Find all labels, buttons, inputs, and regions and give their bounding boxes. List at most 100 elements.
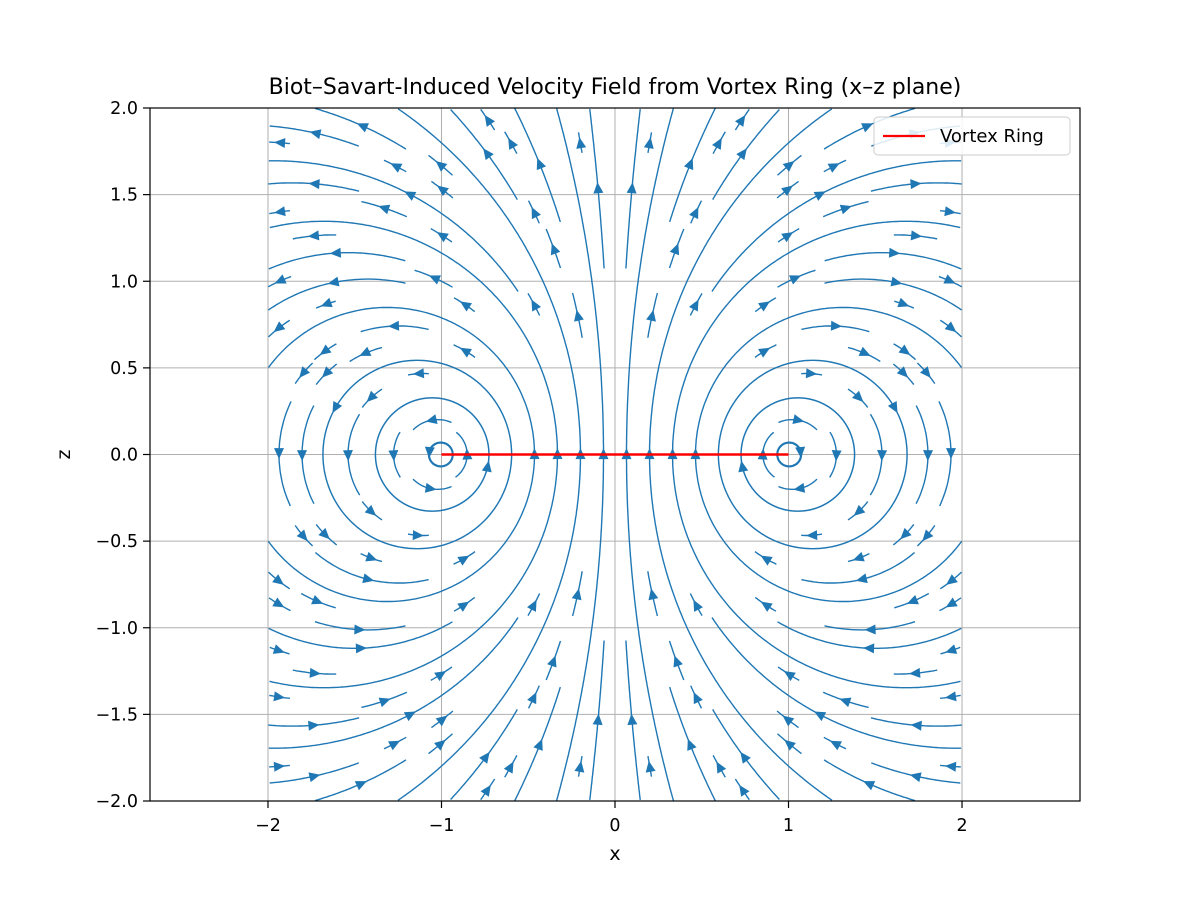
streamline bbox=[268, 617, 519, 749]
stream-arrow bbox=[693, 599, 703, 612]
y-tick-label: −1.5 bbox=[96, 705, 139, 725]
stream-arrow bbox=[356, 123, 369, 133]
stream-arrow bbox=[536, 158, 547, 171]
stream-arrow bbox=[479, 751, 490, 764]
stream-arrow bbox=[308, 772, 321, 783]
stream-arrow bbox=[308, 720, 320, 731]
stream-arrow bbox=[896, 366, 909, 378]
stream-arrow bbox=[788, 275, 802, 285]
y-axis-label: z bbox=[53, 449, 75, 459]
stream-arrow bbox=[299, 366, 311, 378]
streamline bbox=[711, 617, 962, 749]
stream-arrow bbox=[503, 761, 514, 774]
stream-arrow bbox=[531, 299, 542, 312]
stream-arrow bbox=[481, 460, 492, 473]
stream-arrow bbox=[781, 232, 794, 243]
stream-arrow bbox=[945, 597, 958, 608]
stream-arrow bbox=[354, 781, 367, 791]
streamline bbox=[711, 160, 962, 292]
stream-arrow bbox=[321, 366, 334, 378]
x-tick-label: −2 bbox=[255, 816, 281, 836]
stream-arrow bbox=[435, 160, 448, 172]
stream-arrow bbox=[760, 555, 773, 566]
stream-arrow bbox=[272, 574, 284, 585]
stream-arrow bbox=[437, 185, 449, 197]
stream-arrow bbox=[910, 179, 922, 190]
legend: Vortex Ring bbox=[873, 116, 1071, 156]
stream-arrow bbox=[890, 276, 903, 287]
stream-arrow bbox=[424, 482, 437, 493]
stream-arrow bbox=[378, 697, 391, 708]
x-tick-label: 0 bbox=[609, 816, 620, 836]
stream-arrow bbox=[897, 297, 910, 308]
stream-arrow bbox=[739, 784, 750, 797]
stream-arrow bbox=[403, 711, 416, 722]
stream-arrow bbox=[533, 738, 543, 751]
stream-arrow bbox=[354, 624, 366, 635]
stream-arrow bbox=[531, 206, 541, 220]
stream-arrow bbox=[945, 448, 956, 460]
y-axis-ticks: 2.0 1.5 1.0 0.5 0.0 −0.5 −1.0 −1.5 −2.0 bbox=[96, 99, 150, 812]
streamline bbox=[777, 621, 962, 649]
stream-arrow bbox=[364, 504, 377, 516]
stream-arrow bbox=[527, 599, 537, 612]
stream-arrow bbox=[435, 715, 448, 727]
stream-arrow bbox=[910, 230, 923, 241]
stream-arrow bbox=[274, 206, 286, 217]
stream-arrow bbox=[877, 450, 888, 462]
stream-arrow bbox=[424, 446, 435, 458]
stream-arrow bbox=[781, 185, 793, 197]
stream-arrow bbox=[793, 482, 806, 493]
stream-arrow bbox=[806, 530, 818, 541]
stream-arrow bbox=[758, 347, 771, 358]
stream-arrow bbox=[428, 275, 442, 285]
stream-arrow bbox=[342, 450, 353, 462]
stream-arrow bbox=[574, 309, 584, 322]
streamline bbox=[268, 621, 453, 649]
stream-arrow bbox=[814, 711, 827, 722]
stream-arrow bbox=[683, 158, 694, 171]
stream-arrow bbox=[362, 573, 375, 584]
stream-arrow bbox=[898, 344, 911, 356]
stream-arrow bbox=[527, 692, 537, 705]
stream-arrow bbox=[274, 274, 287, 284]
stream-arrow bbox=[592, 713, 603, 726]
stream-arrow bbox=[900, 527, 912, 540]
stream-arrow bbox=[689, 206, 699, 220]
stream-arrow bbox=[484, 114, 495, 127]
stream-arrow bbox=[460, 301, 472, 312]
stream-arrow bbox=[910, 720, 922, 731]
stream-arrow bbox=[329, 247, 342, 258]
stream-arrow bbox=[272, 644, 285, 654]
stream-arrow bbox=[309, 667, 321, 678]
stream-arrow bbox=[434, 670, 447, 682]
stream-arrow bbox=[327, 276, 340, 287]
stream-arrow bbox=[888, 247, 901, 258]
stream-arrow bbox=[388, 740, 401, 751]
stream-arrow bbox=[412, 368, 425, 379]
stream-arrow bbox=[434, 739, 446, 751]
stream-arrow bbox=[944, 761, 957, 772]
stream-arrow bbox=[813, 191, 826, 201]
stream-arrow bbox=[319, 344, 332, 356]
stream-arrow bbox=[332, 401, 343, 414]
stream-arrow bbox=[296, 529, 308, 542]
stream-arrow bbox=[909, 667, 921, 678]
stream-arrow bbox=[296, 450, 307, 462]
stream-arrow bbox=[944, 321, 957, 333]
stream-arrow bbox=[735, 114, 746, 127]
stream-arrow bbox=[390, 163, 403, 173]
stream-arrow bbox=[355, 643, 367, 654]
x-axis-label: x bbox=[609, 843, 620, 865]
stream-arrow bbox=[740, 751, 751, 764]
stream-arrow bbox=[783, 670, 796, 682]
stream-arrow bbox=[716, 761, 727, 774]
stream-arrow bbox=[273, 691, 286, 702]
chart-title: Biot–Savart-Induced Velocity Field from … bbox=[269, 75, 962, 100]
stream-arrow bbox=[906, 594, 919, 605]
stream-arrow bbox=[795, 446, 806, 458]
stream-arrow bbox=[459, 347, 472, 358]
stream-arrow bbox=[688, 299, 699, 312]
x-tick-label: 2 bbox=[956, 816, 967, 836]
streamline bbox=[314, 107, 407, 150]
